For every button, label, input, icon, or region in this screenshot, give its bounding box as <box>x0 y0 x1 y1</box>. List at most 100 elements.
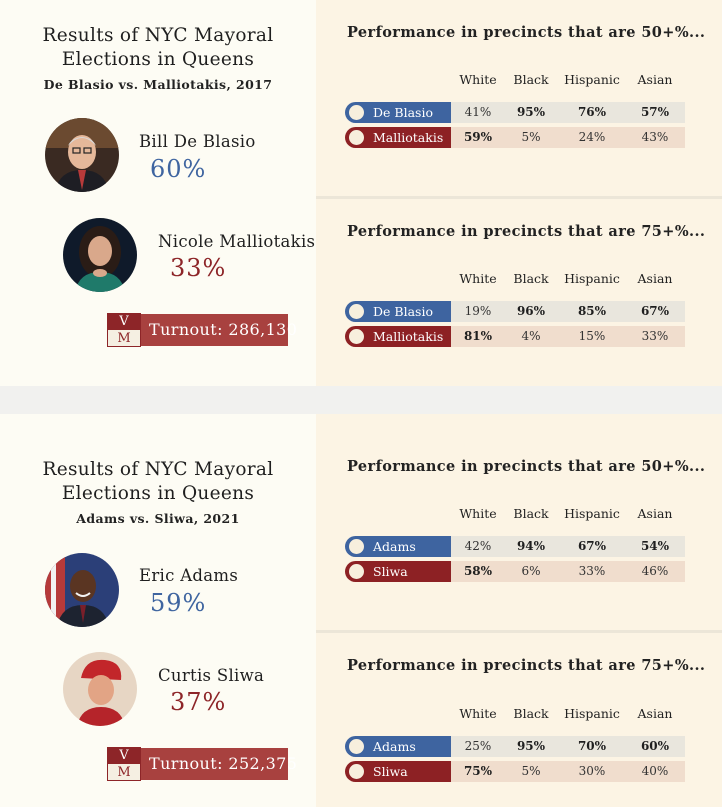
row-label-candidate-b: Sliwa <box>345 561 451 582</box>
column-header-hispanic: Hispanic <box>564 271 620 286</box>
candidate-photo <box>63 652 137 726</box>
candidate-name: Nicole Malliotakis <box>158 232 316 251</box>
election-panel-2021: Results of NYC Mayoral Elections in Quee… <box>0 414 722 807</box>
candidate-vote-share: 59% <box>150 589 207 617</box>
row-label-text: Malliotakis <box>373 329 444 344</box>
table-row <box>451 736 685 757</box>
row-label-text: Adams <box>373 739 416 754</box>
cell-black: 94% <box>516 539 546 553</box>
row-label-candidate-b: Malliotakis <box>345 127 451 148</box>
vm-logo: V M <box>107 313 141 347</box>
turnout-label: Turnout: 252,375 <box>141 748 297 780</box>
election-panel-2017: Results of NYC Mayoral Elections in Quee… <box>0 0 722 386</box>
column-header-white: White <box>459 706 497 721</box>
row-marker-dot <box>349 739 364 754</box>
table-row <box>451 561 685 582</box>
row-label-text: De Blasio <box>373 105 433 120</box>
candidate-name: Eric Adams <box>139 566 239 585</box>
cell-asian: 54% <box>640 539 670 553</box>
panel-subtitle: De Blasio vs. Malliotakis, 2017 <box>43 77 273 92</box>
cell-asian: 67% <box>640 304 670 318</box>
table-divider <box>316 196 722 199</box>
vm-logo-v: V <box>108 314 140 330</box>
cell-asian: 46% <box>641 564 669 578</box>
column-header-asian: Asian <box>637 271 673 286</box>
row-marker-dot <box>349 539 364 554</box>
cell-black: 5% <box>521 764 541 778</box>
cell-hispanic: 67% <box>577 539 607 553</box>
column-header-white: White <box>459 506 497 521</box>
column-header-asian: Asian <box>637 506 673 521</box>
section-separator <box>0 386 722 414</box>
table-title: Performance in precincts that are 75+%..… <box>347 223 706 240</box>
cell-black: 6% <box>521 564 541 578</box>
row-label-candidate-b: Malliotakis <box>345 326 451 347</box>
cell-asian: 33% <box>641 329 669 343</box>
cell-white: 81% <box>463 329 493 343</box>
column-header-hispanic: Hispanic <box>564 72 620 87</box>
cell-asian: 57% <box>640 105 670 119</box>
row-label-text: Sliwa <box>373 564 408 579</box>
column-header-black: Black <box>513 706 549 721</box>
candidate-vote-share: 37% <box>170 688 227 716</box>
column-header-hispanic: Hispanic <box>564 506 620 521</box>
panel-title-line1: Results of NYC Mayoral <box>42 25 274 46</box>
table-row <box>451 536 685 557</box>
cell-hispanic: 33% <box>578 564 606 578</box>
column-header-black: Black <box>513 506 549 521</box>
vm-logo-m: M <box>117 331 131 346</box>
cell-white: 19% <box>464 304 492 318</box>
column-header-asian: Asian <box>637 706 673 721</box>
vm-logo: V M <box>107 747 141 781</box>
cell-black: 95% <box>516 739 546 753</box>
turnout-label: Turnout: 286,130 <box>141 314 297 346</box>
row-marker-dot <box>349 329 364 344</box>
row-label-candidate-b: Sliwa <box>345 761 451 782</box>
cell-hispanic: 70% <box>577 739 607 753</box>
row-label-candidate-a: De Blasio <box>345 102 451 123</box>
cell-hispanic: 76% <box>577 105 607 119</box>
cell-black: 5% <box>521 130 541 144</box>
candidate-vote-share: 33% <box>170 254 227 282</box>
cell-black: 4% <box>521 329 541 343</box>
cell-black: 95% <box>516 105 546 119</box>
row-marker-dot <box>349 304 364 319</box>
candidate-photo <box>63 218 137 292</box>
cell-white: 41% <box>464 105 492 119</box>
candidate-name: Curtis Sliwa <box>158 666 265 685</box>
row-label-text: De Blasio <box>373 304 433 319</box>
table-row <box>451 102 685 123</box>
column-header-white: White <box>459 271 497 286</box>
panel-title-line2: Elections in Queens <box>61 49 255 70</box>
row-label-text: Malliotakis <box>373 130 444 145</box>
panel-subtitle: Adams vs. Sliwa, 2021 <box>76 511 240 526</box>
row-marker-dot <box>349 764 364 779</box>
candidate-photo <box>45 553 119 627</box>
cell-hispanic: 24% <box>578 130 606 144</box>
table-row <box>451 301 685 322</box>
cell-hispanic: 15% <box>578 329 606 343</box>
row-marker-dot <box>349 564 364 579</box>
cell-hispanic: 30% <box>578 764 606 778</box>
row-label-candidate-a: Adams <box>345 736 451 757</box>
row-label-text: Sliwa <box>373 764 408 779</box>
table-row <box>451 761 685 782</box>
vm-logo-v: V <box>108 748 140 764</box>
row-label-candidate-a: De Blasio <box>345 301 451 322</box>
row-label-candidate-a: Adams <box>345 536 451 557</box>
column-header-black: Black <box>513 72 549 87</box>
cell-white: 75% <box>463 764 493 778</box>
cell-asian: 43% <box>641 130 669 144</box>
table-row <box>451 127 685 148</box>
column-header-white: White <box>459 72 497 87</box>
column-header-black: Black <box>513 271 549 286</box>
cell-black: 96% <box>516 304 546 318</box>
candidate-vote-share: 60% <box>150 155 207 183</box>
candidate-name: Bill De Blasio <box>139 132 256 151</box>
cell-white: 25% <box>464 739 492 753</box>
cell-asian: 40% <box>641 764 669 778</box>
row-marker-dot <box>349 105 364 120</box>
table-title: Performance in precincts that are 50+%..… <box>347 458 706 475</box>
panel-title-line2: Elections in Queens <box>61 483 255 504</box>
cell-hispanic: 85% <box>577 304 607 318</box>
